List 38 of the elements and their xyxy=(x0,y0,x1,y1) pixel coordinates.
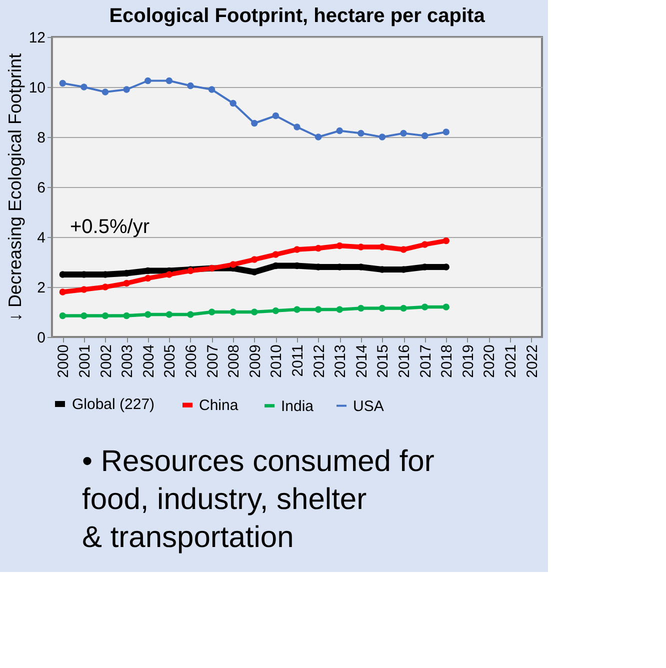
x-tick-label: 2019 xyxy=(460,344,477,378)
x-tick-label: 2008 xyxy=(226,344,243,378)
y-tick-label: 6 xyxy=(37,180,46,196)
y-tick-label: 0 xyxy=(37,330,46,346)
x-tick-label: 2016 xyxy=(396,344,414,378)
x-tick-label: 2002 xyxy=(98,344,115,378)
x-tick-label: 2011 xyxy=(290,344,306,377)
x-tick-label: 2015 xyxy=(374,344,392,378)
x-tick-label: 2001 xyxy=(76,344,94,378)
legend-label: USA xyxy=(353,398,384,415)
x-tick-label: 2005 xyxy=(162,344,179,378)
chart-title: Ecological Footprint, hectare per capita xyxy=(109,5,486,27)
y-tick-label: 4 xyxy=(37,230,46,246)
x-tick-label: 2013 xyxy=(332,344,350,378)
x-tick-label: 2006 xyxy=(182,344,200,378)
legend-label: China xyxy=(199,397,239,414)
text: • Resources consumed for food, industry, shelter & transportation xyxy=(82,445,434,554)
x-tick-label: 2017 xyxy=(417,344,434,378)
x-tick-label: 2000 xyxy=(55,344,72,378)
y-tick-label: 2 xyxy=(37,280,46,296)
x-tick-label: 2007 xyxy=(204,344,222,378)
x-tick-label: 2014 xyxy=(353,344,370,378)
x-tick-label: 2021 xyxy=(502,344,520,378)
legend-label: India xyxy=(281,398,314,415)
x-tick-label: 2012 xyxy=(310,344,328,378)
legend-label: Global (227) xyxy=(72,396,155,413)
x-tick-label: 2009 xyxy=(246,344,264,378)
annotation: +0.5%/yr xyxy=(70,216,150,238)
x-tick-label: 2022 xyxy=(524,344,541,378)
y-tick-label: 8 xyxy=(37,130,46,146)
x-tick-label: 2010 xyxy=(268,344,286,378)
y-tick-label: 12 xyxy=(28,30,46,46)
x-tick-label: 2020 xyxy=(481,344,498,378)
x-tick-label: 2018 xyxy=(438,344,456,378)
y-tick-label: 10 xyxy=(28,80,46,96)
x-tick-label: 2003 xyxy=(119,344,136,378)
x-tick-label: 2004 xyxy=(140,344,158,378)
y-axis-title: ↓ Decreasing Ecological Footprint xyxy=(4,53,25,322)
